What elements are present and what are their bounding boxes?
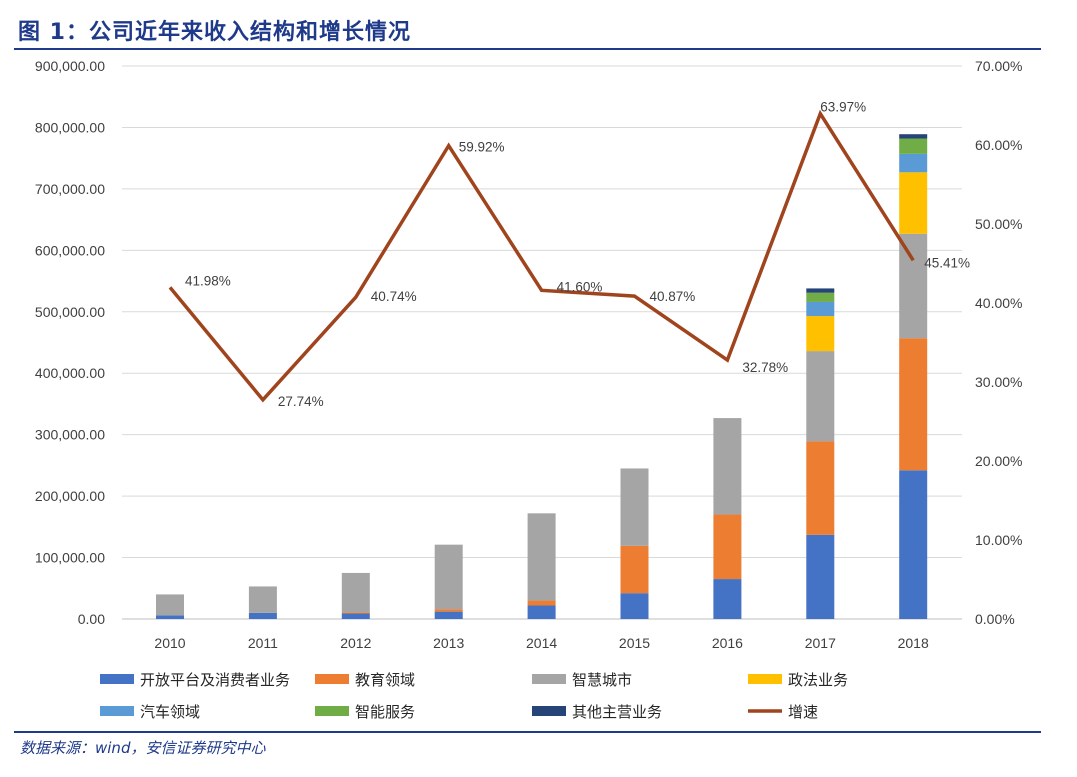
bar-segment: [806, 301, 835, 317]
bar-segment: [248, 612, 277, 619]
bar-segment: [156, 594, 184, 616]
y-axis-tick-label: 700,000.00: [35, 181, 105, 197]
x-axis-tick-label: 2018: [898, 635, 929, 651]
bar-segment: [806, 292, 835, 302]
legend-label: 增速: [788, 703, 818, 721]
y2-axis-tick-label: 50.00%: [975, 216, 1022, 232]
bar-segment: [806, 288, 835, 293]
bar-segment: [806, 534, 835, 619]
y-axis-tick-label: 500,000.00: [35, 304, 105, 320]
y2-axis-tick-label: 40.00%: [975, 295, 1022, 311]
data-label: 63.97%: [820, 100, 866, 115]
bar-segment: [806, 351, 835, 442]
y2-axis-tick-label: 20.00%: [975, 453, 1022, 469]
bar-segment: [899, 338, 928, 471]
y2-axis-tick-label: 0.00%: [975, 611, 1015, 627]
bar-segment: [899, 138, 928, 154]
data-label: 40.87%: [650, 289, 696, 304]
legend-label: 政法业务: [788, 671, 848, 689]
bar-segment: [341, 612, 370, 614]
legend-label: 智慧城市: [572, 671, 632, 689]
data-label: 41.60%: [557, 279, 603, 294]
y2-axis-tick-label: 30.00%: [975, 374, 1022, 390]
y-axis-tick-label: 0.00: [78, 611, 105, 627]
bar-segment: [806, 441, 835, 535]
legend-label: 开放平台及消费者业务: [140, 671, 290, 689]
bar-segment: [527, 600, 556, 606]
y-axis-tick-label: 200,000.00: [35, 488, 105, 504]
x-axis-tick-label: 2014: [526, 635, 557, 651]
data-label: 45.41%: [924, 255, 970, 270]
y-axis-tick-label: 900,000.00: [35, 58, 105, 74]
y-axis-tick-label: 100,000.00: [35, 550, 105, 566]
bar-segment: [899, 172, 928, 234]
bar-segment: [806, 316, 835, 352]
x-axis-tick-label: 2017: [805, 635, 836, 651]
legend-label: 教育领域: [355, 671, 415, 689]
bar-segment: [527, 605, 556, 619]
y-axis-tick-label: 600,000.00: [35, 242, 105, 258]
legend-swatch: [315, 706, 349, 716]
bar-segment: [434, 544, 463, 610]
bar-segment: [620, 468, 649, 546]
x-axis-tick-label: 2013: [433, 635, 464, 651]
legend-swatch: [100, 674, 134, 684]
data-label: 27.74%: [278, 394, 324, 409]
bar-segment: [434, 611, 463, 619]
bar-segment: [341, 572, 370, 613]
legend-swatch: [532, 706, 566, 716]
bar-segment: [713, 514, 742, 580]
bar-segment: [620, 593, 649, 619]
y-axis-tick-label: 800,000.00: [35, 119, 105, 135]
footer-divider: [14, 731, 1041, 733]
legend-swatch: [315, 674, 349, 684]
bar-segment: [713, 418, 742, 515]
chart: 0.00 100,000.00 200,000.00 300,000.00 400,00…: [35, 58, 1023, 721]
data-label: 32.78%: [742, 360, 788, 375]
bar-segment: [713, 579, 742, 619]
data-label: 41.98%: [185, 273, 231, 288]
y2-axis-tick-label: 10.00%: [975, 532, 1022, 548]
bar-segment: [620, 545, 649, 594]
bar-segment: [156, 615, 184, 619]
bar-segment: [899, 153, 928, 173]
y2-axis-tick-label: 70.00%: [975, 58, 1022, 74]
x-axis-tick-label: 2012: [340, 635, 371, 651]
legend-label: 汽车领域: [140, 703, 200, 721]
source-note: 数据来源：wind，安信证券研究中心: [20, 739, 266, 757]
data-label: 59.92%: [459, 140, 505, 155]
legend-label: 其他主营业务: [572, 703, 662, 721]
legend-swatch: [748, 674, 782, 684]
bar-segment: [434, 609, 463, 612]
bar-segment: [899, 233, 928, 339]
chart-title: 图 1：公司近年来收入结构和增长情况: [18, 20, 411, 45]
bar-segment: [341, 613, 370, 619]
y-axis-tick-label: 400,000.00: [35, 365, 105, 381]
title-divider: [14, 48, 1041, 50]
data-label: 40.74%: [371, 289, 417, 304]
x-axis-tick-label: 2011: [248, 635, 278, 651]
bar-segment: [899, 134, 928, 139]
bar-segment: [899, 470, 928, 619]
growth-line: [168, 109, 915, 403]
bar-segment: [248, 586, 277, 613]
x-axis-tick-label: 2015: [619, 635, 650, 651]
legend-swatch: [100, 706, 134, 716]
y2-axis-tick-label: 60.00%: [975, 137, 1022, 153]
legend-swatch: [532, 674, 566, 684]
bar-segment: [527, 513, 556, 601]
x-axis-tick-label: 2010: [154, 635, 185, 651]
x-axis-tick-label: 2016: [712, 635, 743, 651]
legend-label: 智能服务: [355, 703, 415, 721]
y-axis-tick-label: 300,000.00: [35, 427, 105, 443]
